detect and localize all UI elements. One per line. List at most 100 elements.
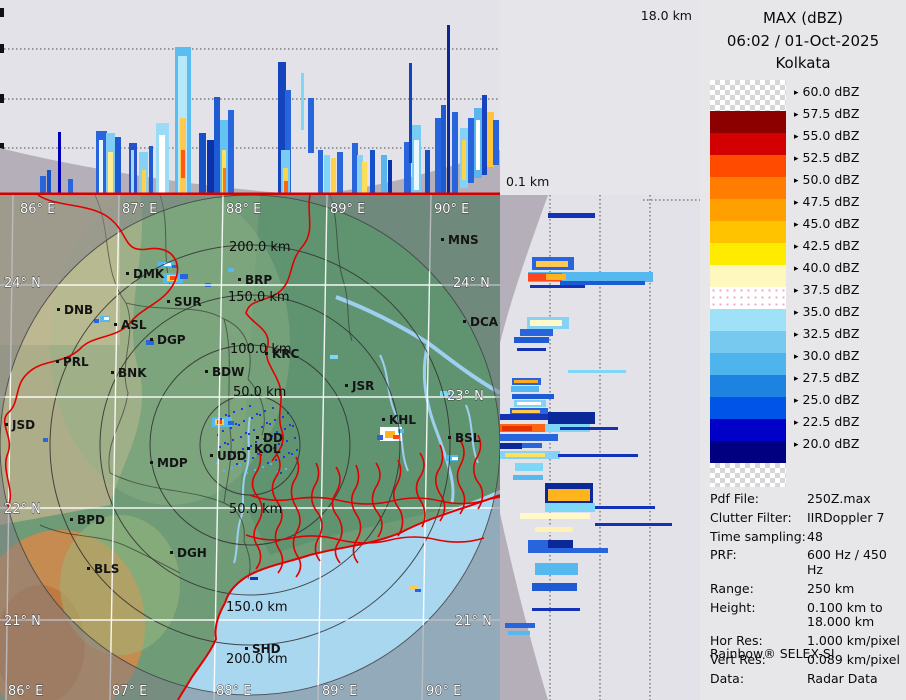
echo-bar <box>294 437 296 439</box>
echo-bar <box>267 462 269 464</box>
echo-bar <box>164 263 171 266</box>
legend-scale-label: ▸ 47.5 dBZ <box>794 194 860 209</box>
legend-color-band <box>710 177 786 199</box>
echo-bar <box>476 120 480 170</box>
echo-bar <box>58 132 61 195</box>
radar-map-canvas: 200.0 km 150.0 km 100.0 km 50.0 km 50.0 km 15… <box>0 185 537 700</box>
station-marker-dca: DCA <box>463 315 499 329</box>
echo-bar <box>240 436 242 438</box>
echo-bar <box>357 155 363 195</box>
echo-bar <box>568 370 626 373</box>
legend-color-band <box>710 199 786 221</box>
echo-bar <box>223 470 225 472</box>
range-ring-label: 200.0 km <box>229 240 291 255</box>
echo-bar <box>223 168 226 195</box>
echo-bar <box>377 435 383 440</box>
metadata-value: Radar Data <box>807 670 878 686</box>
station-dot-icon <box>167 300 170 303</box>
echo-bar <box>229 455 231 457</box>
echo-bar <box>115 137 121 195</box>
echo-bar <box>266 422 268 424</box>
echo-bar <box>511 386 539 392</box>
legend-scale-label: ▸ 37.5 dBZ <box>794 282 860 297</box>
station-marker-prl: PRL <box>56 355 89 369</box>
product-metadata: Pdf File: 250Z.max Clutter Filter: IIRDoppl… <box>710 491 904 690</box>
echo-bar <box>530 285 585 288</box>
scale-tick-arrow-icon: ▸ <box>794 88 799 98</box>
station-marker-khl: KHL <box>382 413 416 427</box>
echo-bar <box>234 451 236 453</box>
echo-bar <box>221 458 223 460</box>
echo-bar <box>239 464 241 466</box>
echo-bar <box>284 428 286 430</box>
right-profile-gridlines <box>549 195 700 700</box>
longitude-label: 88° E <box>226 202 261 217</box>
metadata-row: Range: 250 km <box>710 581 904 597</box>
echo-bar <box>230 427 232 429</box>
echo-bar <box>520 513 590 519</box>
station-marker-jsr: JSR <box>345 379 374 393</box>
legend-color-band <box>710 133 786 155</box>
echo-bar <box>508 631 530 635</box>
echo-bar <box>409 63 412 163</box>
echo-bar <box>253 429 255 431</box>
echo-bar <box>296 449 298 451</box>
echo-bar <box>410 585 418 589</box>
station-marker-bnk: BNK <box>111 366 147 380</box>
scale-tick-arrow-icon: ▸ <box>794 286 799 296</box>
range-ring-label: 200.0 km <box>226 652 288 667</box>
echo-bar <box>227 443 229 445</box>
echo-bar <box>99 140 103 195</box>
echo-bar <box>441 105 446 195</box>
metadata-row: Data: Radar Data <box>710 670 904 687</box>
echo-bar <box>261 426 263 428</box>
legend-color-band <box>710 397 786 419</box>
scale-tick-arrow-icon: ▸ <box>794 264 799 274</box>
legend-color-band <box>710 111 786 133</box>
metadata-row: PRF: 600 Hz / 450 Hz <box>710 547 904 578</box>
metadata-value: 250Z.max <box>807 491 871 506</box>
station-label: UDD <box>217 449 247 463</box>
legend-panel: MAX (dBZ) 06:02 / 01-Oct-2025 Kolkata ▸ 6… <box>700 0 906 700</box>
metadata-value: 48 <box>807 528 823 544</box>
echo-bar <box>278 443 280 445</box>
legend-color-band <box>710 331 786 353</box>
echo-bar <box>535 527 573 532</box>
range-ring-label: 150.0 km <box>226 600 288 615</box>
longitude-label: 90° E <box>434 202 469 217</box>
echo-bar <box>388 160 392 195</box>
echo-bar <box>243 420 245 422</box>
echo-bar <box>142 170 146 195</box>
map-top-border <box>0 192 500 195</box>
echo-bar <box>447 25 450 195</box>
echo-bar <box>228 110 234 195</box>
echo-bar <box>548 540 573 548</box>
metadata-label: Time sampling: <box>710 528 806 544</box>
legend-scale-label: ▸ 57.5 dBZ <box>794 106 860 121</box>
station-marker-sur: SUR <box>167 295 202 309</box>
echo-bar <box>207 140 214 195</box>
echo-bar <box>264 410 266 412</box>
echo-bar <box>199 133 206 195</box>
scale-tick-arrow-icon: ▸ <box>794 330 799 340</box>
metadata-label: Data: <box>710 670 745 686</box>
echo-bar <box>362 162 367 195</box>
station-dot-icon <box>5 423 8 426</box>
echo-bar <box>271 435 273 437</box>
echo-bar <box>259 414 261 416</box>
echo-bar <box>324 155 330 195</box>
echo-bar <box>528 272 653 282</box>
station-label: DD <box>263 431 283 445</box>
legend-color-band <box>710 80 786 111</box>
station-label: PRL <box>63 355 89 369</box>
echo-bar <box>381 155 387 195</box>
echo-bar <box>273 447 275 449</box>
station-dot-icon <box>205 370 208 373</box>
station-dot-icon <box>150 338 153 341</box>
echo-bar <box>517 348 546 351</box>
range-ring-label: 100.0 km <box>230 342 292 357</box>
longitude-label: 88° E <box>216 684 251 699</box>
longitude-label: 86° E <box>20 202 55 217</box>
echo-bar <box>285 468 287 470</box>
